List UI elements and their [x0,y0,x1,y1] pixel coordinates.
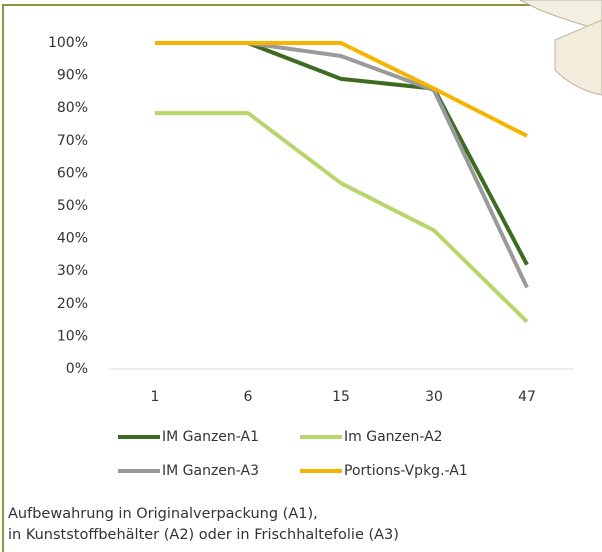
caption-line: in Kunststoffbehälter (A2) oder in Frisc… [8,527,399,543]
y-tick-label: 90% [57,68,88,84]
series-line [155,111,529,324]
y-tick-label: 20% [57,296,88,312]
legend-label: Portions-Vpkg.-A1 [344,463,468,479]
y-tick-label: 0% [66,361,88,377]
y-tick-label: 100% [48,35,88,51]
cheese-decoration [519,0,602,96]
caption-line: Aufbewahrung in Originalverpackung (A1), [8,506,318,522]
series-line [155,41,528,138]
y-tick-label: 60% [57,165,88,181]
x-tick-label: 30 [425,389,443,405]
y-tick-label: 70% [57,133,88,149]
x-tick-label: 1 [151,389,160,405]
x-tick-label: 6 [244,389,253,405]
frame [2,4,602,552]
y-tick-label: 50% [57,198,88,214]
series-line [155,41,529,266]
legend-label: IM Ganzen-A3 [162,463,259,479]
y-tick-label: 10% [57,328,88,344]
legend-label: Im Ganzen-A2 [344,429,443,445]
y-tick-label: 80% [57,100,88,116]
x-tick-label: 47 [518,389,536,405]
legend-label: IM Ganzen-A1 [162,429,259,445]
x-tick-label: 15 [332,389,350,405]
y-tick-label: 40% [57,231,88,247]
y-tick-label: 30% [57,263,88,279]
